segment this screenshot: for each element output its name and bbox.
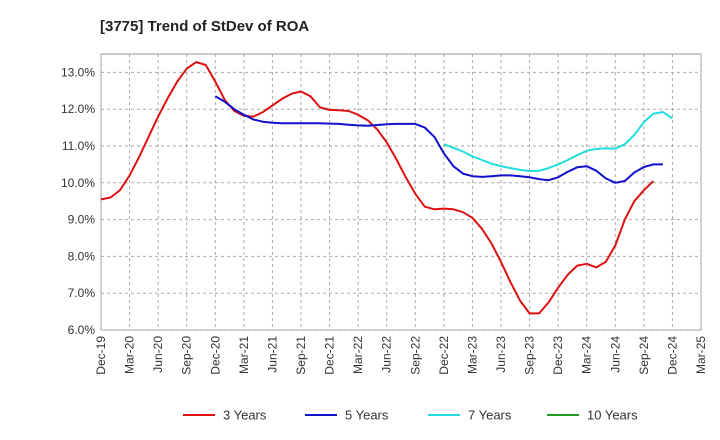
series-line-5-years [214, 95, 663, 184]
y-tick-label: 6.0% [68, 323, 96, 337]
x-tick-label: Jun-22 [380, 336, 394, 373]
x-tick-label: Dec-24 [665, 336, 679, 375]
x-tick-label: Mar-24 [580, 336, 594, 374]
x-tick-label: Jun-21 [265, 336, 279, 373]
x-tick-label: Sep-21 [294, 336, 308, 375]
series-lines [100, 61, 673, 315]
grid-lines [100, 54, 702, 331]
x-tick-label: Dec-22 [437, 336, 451, 375]
legend-label: 10 Years [587, 408, 638, 423]
x-tick-label: Jun-20 [151, 336, 165, 373]
y-tick-label: 8.0% [68, 249, 96, 263]
x-tick-label: Mar-20 [123, 336, 137, 374]
x-tick-label: Dec-21 [323, 336, 337, 375]
y-tick-label: 9.0% [68, 213, 96, 227]
x-tick-label: Jun-23 [494, 336, 508, 373]
x-axis-ticks: Dec-19 Mar-20 Jun-20 Sep-20 Dec-20 Mar-21 Jun-… [94, 336, 708, 375]
x-tick-label: Jun-24 [608, 336, 622, 373]
series-line-3-years [100, 61, 655, 315]
x-tick-label: Mar-22 [351, 336, 365, 374]
plot-area [100, 53, 702, 331]
x-tick-label: Sep-20 [180, 336, 194, 375]
x-tick-label: Dec-23 [551, 336, 565, 375]
x-tick-label: Sep-23 [523, 336, 537, 375]
x-tick-label: Sep-22 [408, 336, 422, 375]
y-axis-ticks: 6.0% 7.0% 8.0% 9.0% 10.0% 11.0% 12.0% 13.0% [61, 65, 95, 337]
y-tick-label: 10.0% [61, 176, 95, 190]
chart-title: [3775] Trend of StDev of ROA [100, 18, 309, 35]
y-tick-label: 13.0% [61, 65, 95, 79]
x-tick-label: Mar-23 [465, 336, 479, 374]
x-tick-label: Mar-21 [237, 336, 251, 374]
series-line-7-years [443, 111, 673, 172]
legend-label: 7 Years [468, 408, 512, 423]
x-tick-label: Sep-24 [637, 336, 651, 375]
y-tick-label: 7.0% [68, 286, 96, 300]
x-tick-label: Dec-19 [94, 336, 108, 375]
legend: 3 Years 5 Years 7 Years 10 Years [183, 408, 638, 423]
y-tick-label: 12.0% [61, 102, 95, 116]
x-tick-label: Dec-20 [208, 336, 222, 375]
x-tick-label: Mar-25 [694, 336, 708, 374]
legend-label: 5 Years [345, 408, 389, 423]
legend-label: 3 Years [223, 408, 267, 423]
y-tick-label: 11.0% [62, 139, 95, 153]
